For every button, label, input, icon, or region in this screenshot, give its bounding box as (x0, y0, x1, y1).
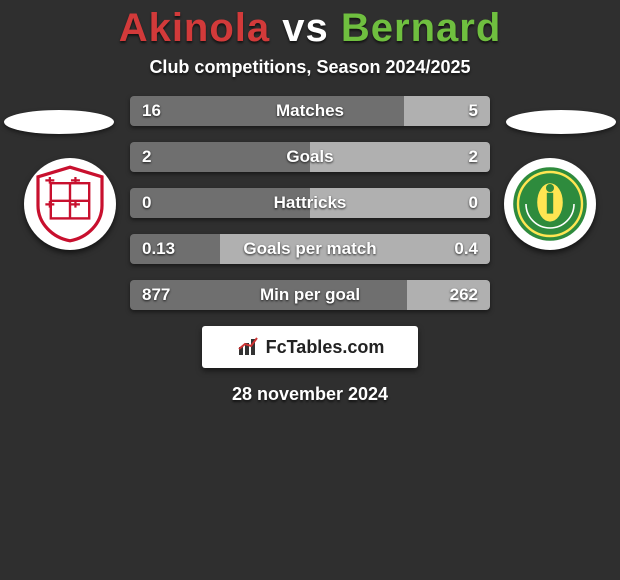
stat-value-left: 0 (130, 188, 163, 218)
source-badge-text: FcTables.com (266, 337, 385, 358)
date: 28 november 2024 (0, 384, 620, 405)
stat-value-left: 0.13 (130, 234, 187, 264)
subtitle: Club competitions, Season 2024/2025 (0, 57, 620, 78)
bar-chart-icon (236, 335, 260, 359)
stat-row: 877262Min per goal (130, 280, 490, 310)
spotlight-left (4, 110, 114, 134)
stat-value-right: 0 (457, 188, 490, 218)
source-badge: FcTables.com (202, 326, 418, 368)
stat-value-left: 16 (130, 96, 173, 126)
stat-value-left: 2 (130, 142, 163, 172)
title-left: Akinola (119, 6, 270, 50)
title-vs: vs (282, 6, 329, 50)
stat-value-right: 2 (457, 142, 490, 172)
stat-value-right: 5 (457, 96, 490, 126)
stat-value-left: 877 (130, 280, 182, 310)
club-crest-right (504, 158, 596, 250)
title-right: Bernard (341, 6, 501, 50)
comparison-title: Akinola vs Bernard (0, 0, 620, 51)
stat-row: 165Matches (130, 96, 490, 126)
comparison-arena: 165Matches22Goals00Hattricks0.130.4Goals… (0, 96, 620, 405)
spotlight-right (506, 110, 616, 134)
stat-value-right: 262 (438, 280, 490, 310)
stat-value-right: 0.4 (442, 234, 490, 264)
stat-bars: 165Matches22Goals00Hattricks0.130.4Goals… (130, 96, 490, 310)
woking-crest-icon (30, 164, 110, 244)
stat-row: 22Goals (130, 142, 490, 172)
yeovil-crest-icon (510, 164, 590, 244)
club-crest-left (24, 158, 116, 250)
stat-row: 0.130.4Goals per match (130, 234, 490, 264)
stat-row: 00Hattricks (130, 188, 490, 218)
